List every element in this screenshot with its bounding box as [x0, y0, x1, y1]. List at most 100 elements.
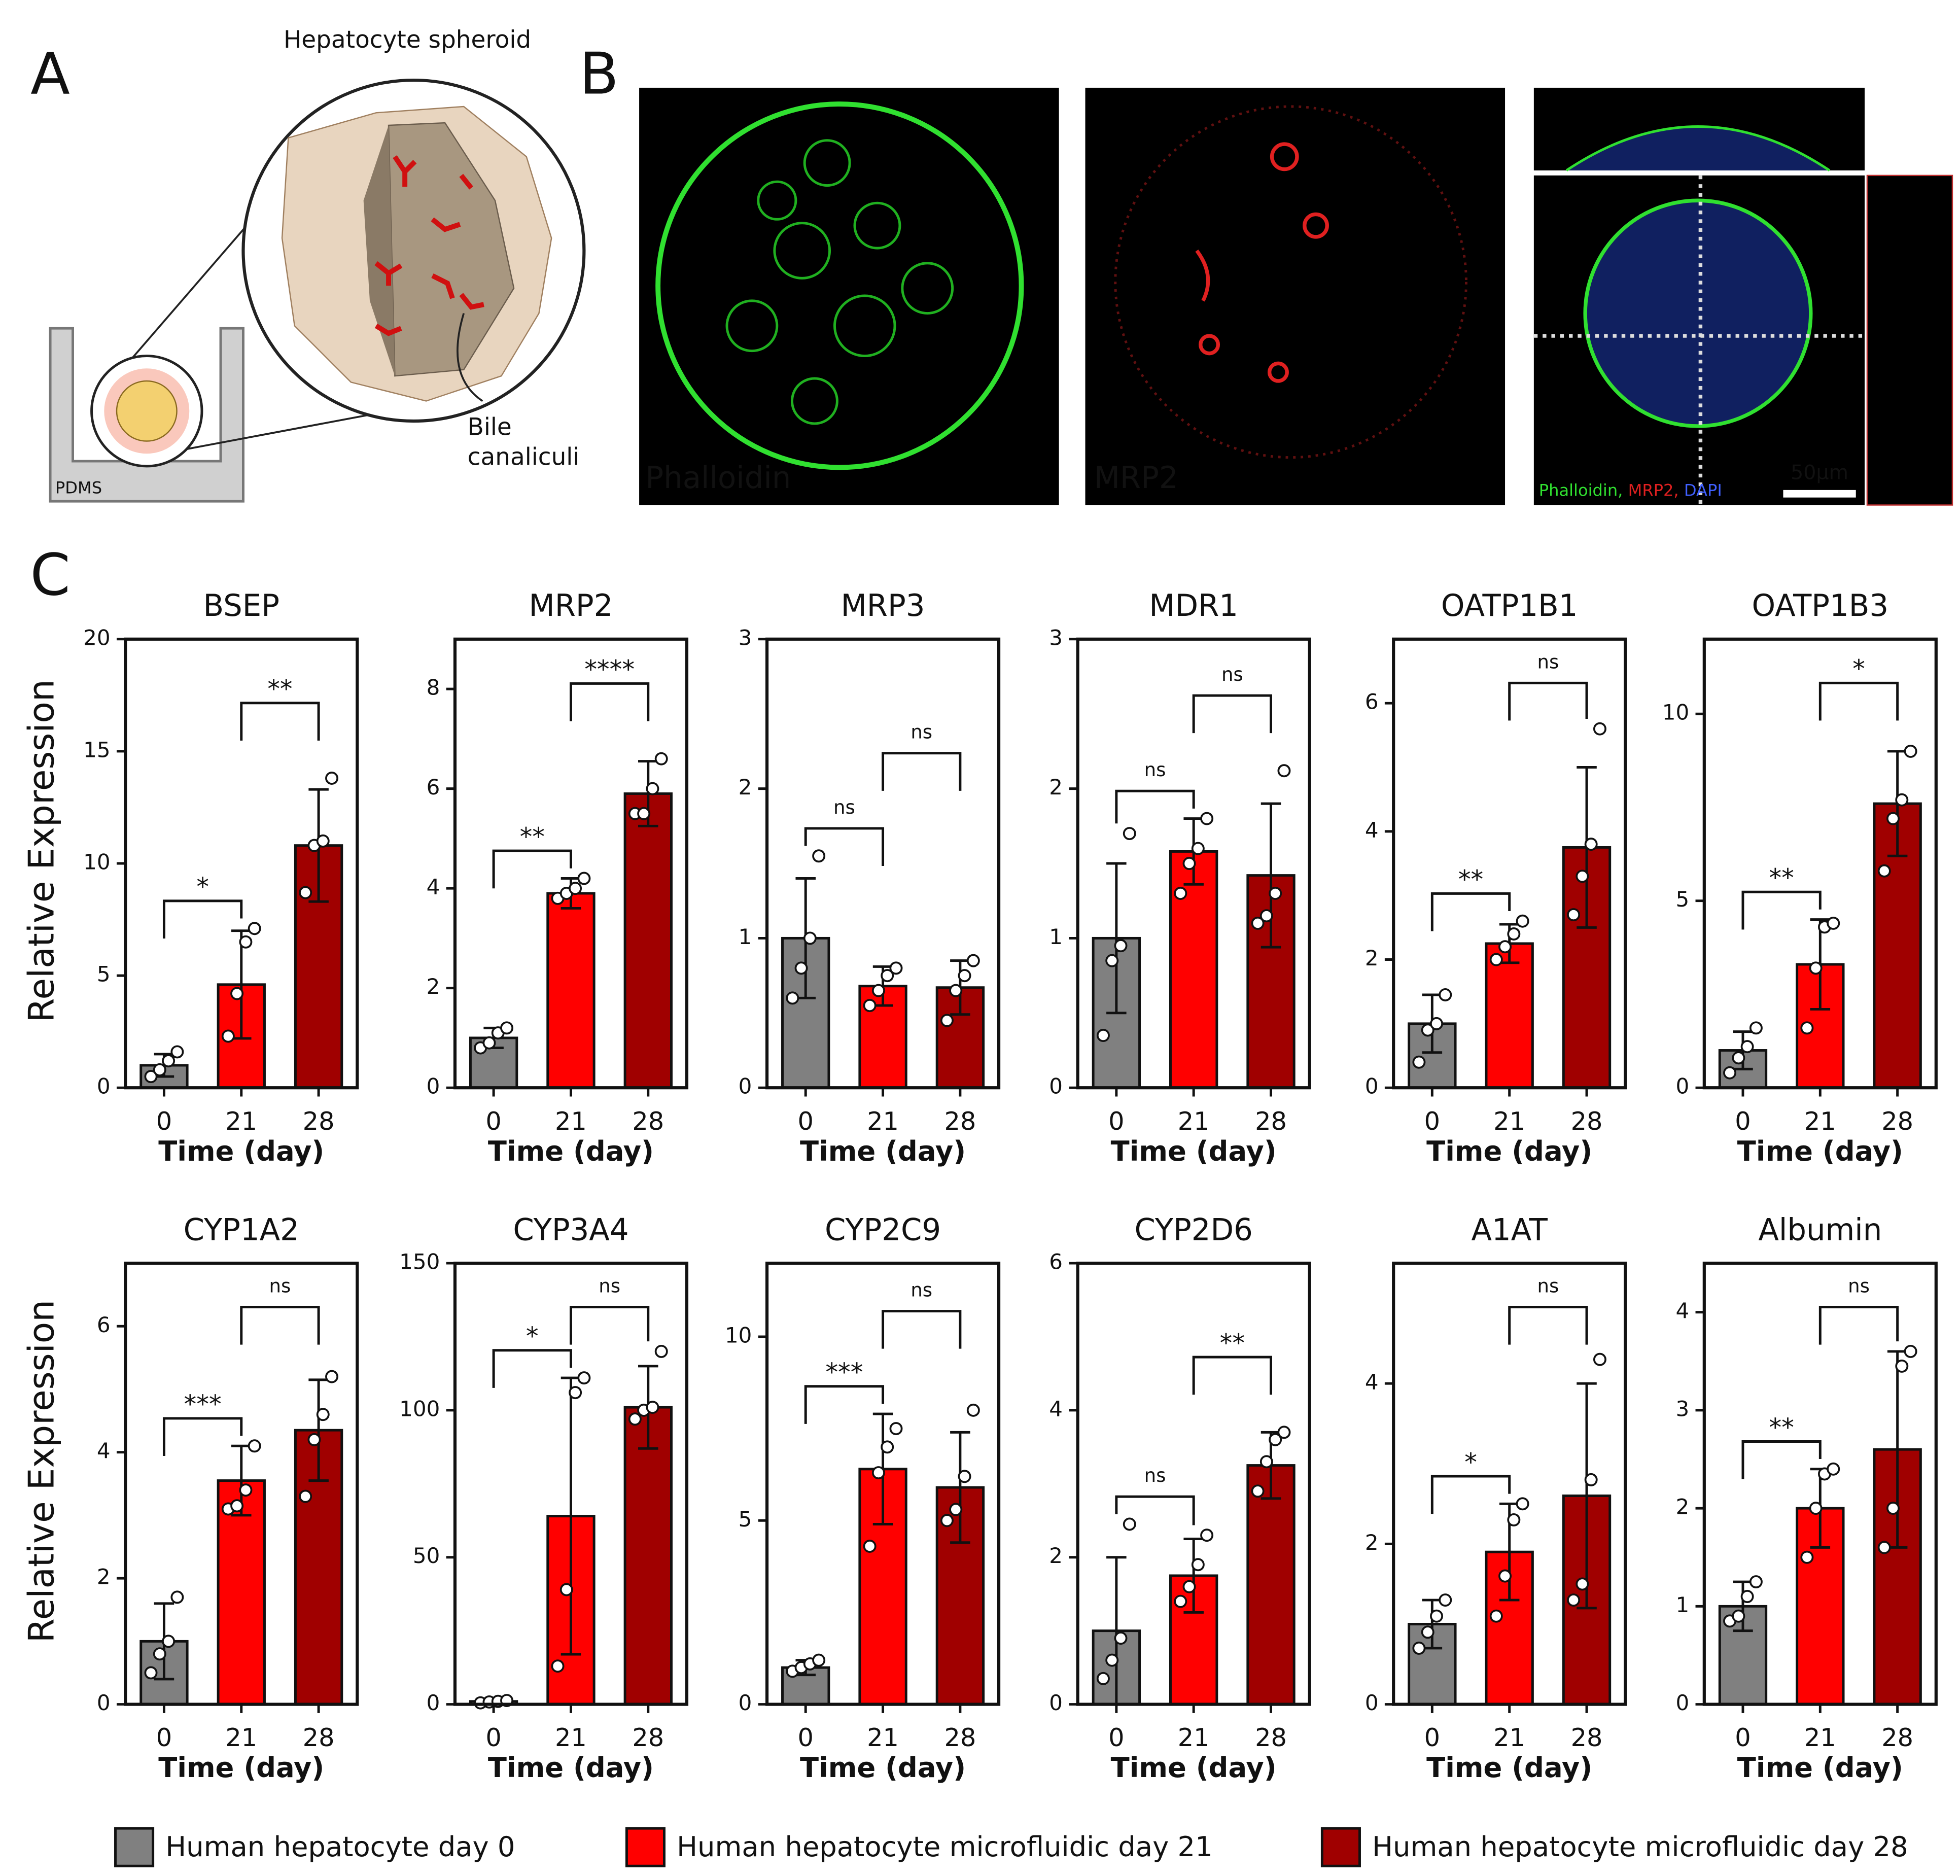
chart-title: MDR1 — [1149, 588, 1238, 623]
data-point — [1593, 722, 1606, 736]
data-point — [153, 1063, 166, 1076]
plot-frame — [1076, 1261, 1311, 1706]
chart-title: OATP1B3 — [1752, 588, 1889, 623]
data-point — [1576, 870, 1589, 883]
data-point — [1114, 939, 1128, 953]
data-point — [1507, 1513, 1521, 1526]
annotation: canaliculi — [468, 443, 580, 471]
data-point — [863, 999, 877, 1013]
y-tick-label: 10 — [83, 850, 110, 875]
data-point — [1412, 1641, 1426, 1655]
chart-title: Albumin — [1758, 1212, 1882, 1247]
significance-label: ** — [520, 822, 545, 851]
y-tick-label: 4 — [1365, 1370, 1379, 1395]
significance-label: ns — [1848, 1275, 1870, 1297]
data-point — [1886, 812, 1900, 825]
data-point — [654, 752, 668, 766]
data-point — [325, 772, 339, 785]
significance-label: ** — [267, 674, 292, 704]
data-point — [248, 922, 261, 935]
x-tick-label: 0 — [485, 1723, 501, 1752]
data-point — [940, 1514, 954, 1527]
data-point — [170, 1590, 184, 1604]
significance-bracket — [1741, 890, 1822, 930]
data-point — [958, 1470, 971, 1483]
merge-part: DAPI — [1684, 480, 1722, 500]
significance-bracket — [240, 1306, 320, 1345]
x-axis-label: Time (day) — [488, 1752, 654, 1784]
data-point — [949, 984, 963, 997]
data-point — [1895, 793, 1909, 807]
data-point — [1251, 916, 1265, 930]
data-point — [307, 1433, 321, 1446]
plot-frame — [453, 637, 689, 1090]
plot-frame — [765, 1261, 1001, 1706]
x-tick-label: 0 — [485, 1106, 501, 1136]
data-point — [559, 1583, 573, 1596]
x-axis-label: Time (day) — [1111, 1752, 1277, 1784]
data-point — [144, 1666, 158, 1680]
significance-label: ns — [269, 1275, 291, 1297]
x-tick-label: 28 — [303, 1106, 335, 1136]
significance-label: * — [526, 1322, 539, 1351]
y-tick-label: 2 — [1365, 1530, 1379, 1555]
x-tick-label: 21 — [225, 1723, 257, 1752]
data-point — [1827, 1462, 1840, 1476]
data-point — [316, 1408, 330, 1421]
error-bar — [1183, 1538, 1204, 1614]
significance-label: ** — [1769, 1412, 1794, 1442]
data-point — [1749, 1575, 1763, 1589]
data-point — [646, 782, 659, 795]
data-point — [1877, 864, 1891, 878]
material-label: PDMS — [55, 478, 102, 497]
chart-title: CYP3A4 — [513, 1212, 628, 1247]
x-axis-label: Time (day) — [158, 1752, 324, 1784]
data-point — [1259, 1455, 1273, 1469]
data-point — [299, 886, 312, 899]
data-point — [1277, 1426, 1291, 1439]
y-tick-label: 2 — [1365, 946, 1379, 970]
legend-label: Human hepatocyte day 0 — [165, 1831, 515, 1863]
data-point — [316, 834, 330, 848]
y-tick-label: 0 — [1675, 1074, 1689, 1099]
data-point — [162, 1635, 176, 1648]
x-axis-label: Time (day) — [488, 1135, 654, 1167]
data-point — [812, 1653, 826, 1667]
x-tick-label: 0 — [1735, 1723, 1751, 1752]
error-bar — [1106, 862, 1127, 1015]
data-point — [162, 1054, 176, 1068]
significance-bracket — [1430, 1475, 1511, 1514]
y-tick-label: 2 — [1675, 1495, 1689, 1519]
x-tick-label: 28 — [632, 1723, 664, 1752]
micrograph — [639, 87, 1953, 506]
chart-title: CYP1A2 — [184, 1212, 299, 1247]
data-point — [1200, 812, 1214, 825]
x-tick-label: 21 — [555, 1723, 587, 1752]
x-tick-label: 21 — [867, 1723, 899, 1752]
y-tick-label: 0 — [427, 1074, 440, 1099]
data-point — [482, 1036, 496, 1050]
x-tick-label: 0 — [798, 1723, 814, 1752]
y-tick-label: 0 — [739, 1074, 752, 1099]
y-tick-label: 6 — [97, 1312, 111, 1337]
x-tick-label: 0 — [156, 1106, 172, 1136]
chart-title: BSEP — [203, 588, 279, 623]
data-point — [1567, 1593, 1581, 1607]
data-point — [966, 1403, 980, 1417]
x-tick-label: 21 — [1804, 1723, 1836, 1752]
data-point — [1105, 954, 1119, 967]
x-tick-label: 21 — [1493, 1106, 1525, 1136]
data-point — [248, 1439, 261, 1453]
data-point — [1516, 1497, 1529, 1511]
data-point — [144, 1070, 158, 1084]
data-point — [1877, 1541, 1891, 1554]
y-tick-label: 0 — [1049, 1690, 1063, 1715]
y-tick-label: 15 — [83, 737, 110, 762]
x-tick-label: 0 — [1108, 1723, 1124, 1752]
x-tick-label: 28 — [303, 1723, 335, 1752]
data-point — [1732, 1609, 1745, 1623]
data-point — [1723, 1066, 1737, 1080]
x-tick-label: 0 — [1735, 1106, 1751, 1136]
significance-bracket — [1192, 1356, 1272, 1395]
